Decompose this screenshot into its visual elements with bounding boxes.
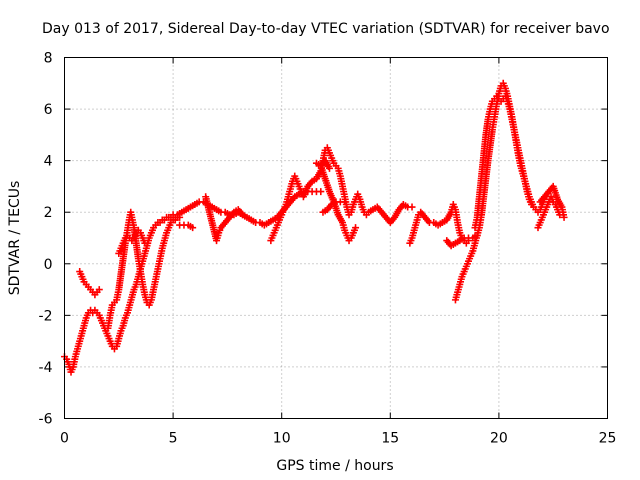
x-tick-label: 10 (273, 431, 291, 447)
series-arc-17 (536, 182, 568, 221)
x-tick-label: 5 (169, 431, 178, 447)
series-arc-5 (176, 221, 197, 232)
y-tick-label: 8 (44, 51, 53, 67)
y-tick-label: -4 (39, 360, 53, 376)
data-marks (61, 79, 568, 376)
chart-title: Day 013 of 2017, Sidereal Day-to-day VTE… (42, 21, 610, 37)
series-arc-3 (104, 208, 184, 332)
x-tick-label: 15 (381, 431, 399, 447)
y-tick-labels: -6 -4 -2 0 2 4 6 8 (39, 51, 53, 428)
data-point (560, 213, 568, 221)
series-arc-8 (267, 144, 416, 245)
series-arc-16 (534, 193, 564, 232)
series-arc-2 (76, 268, 103, 299)
series-arc-7 (202, 193, 247, 245)
data-point (141, 239, 149, 247)
data-point (352, 224, 360, 232)
data-point (189, 224, 197, 232)
y-tick-label: 6 (44, 102, 53, 118)
series-arc-14 (451, 79, 551, 304)
series-arc-15 (471, 92, 535, 232)
data-point (408, 203, 416, 211)
y-tick-label: 0 (44, 257, 53, 273)
series-arc-11 (319, 198, 349, 216)
data-point (325, 164, 333, 172)
data-point (341, 198, 349, 206)
series-arc-1 (61, 211, 181, 376)
y-tick-label: 4 (44, 154, 53, 170)
data-point (95, 286, 103, 294)
data-point (317, 188, 325, 196)
y-axis-label: SDTVAR / TECUs (7, 181, 23, 296)
x-tick-label: 20 (490, 431, 508, 447)
series-arc-9 (312, 159, 360, 245)
x-tick-label: 0 (60, 431, 69, 447)
series-arc-12 (406, 200, 472, 247)
y-tick-label: -2 (39, 308, 53, 324)
data-point (527, 200, 535, 208)
y-tick-label: -6 (39, 412, 53, 428)
series-arc-10 (317, 157, 333, 172)
x-tick-label: 25 (599, 431, 617, 447)
x-axis-label: GPS time / hours (276, 458, 393, 474)
series-arc-4 (115, 226, 149, 257)
data-point (239, 211, 247, 219)
x-tick-labels: 0 5 10 15 20 25 (60, 431, 616, 447)
plot-frame (64, 57, 608, 419)
y-tick-label: 2 (44, 205, 53, 221)
